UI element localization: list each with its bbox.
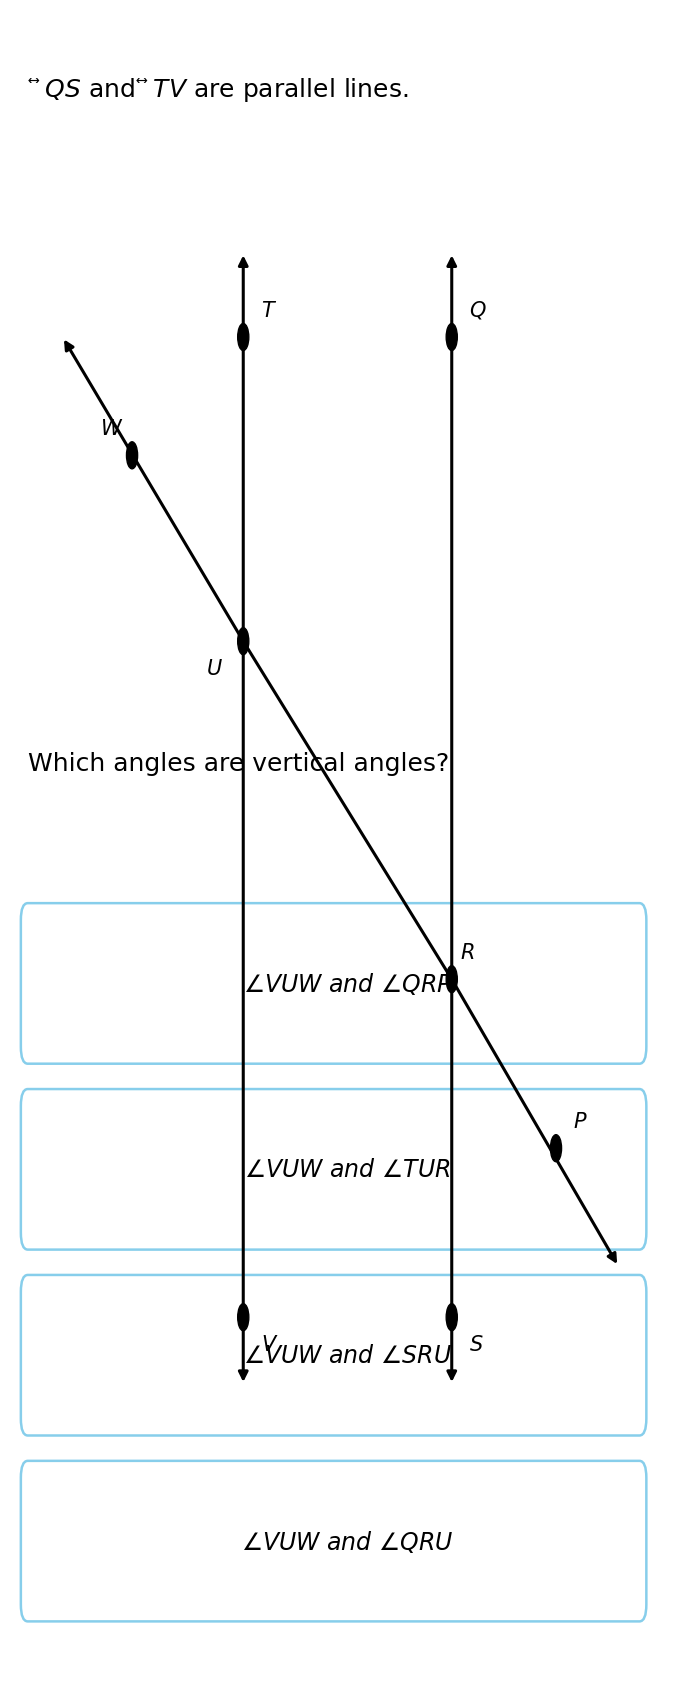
Text: $\angle VUW$ and $\angle QRP$: $\angle VUW$ and $\angle QRP$ — [243, 971, 452, 997]
Text: $V$: $V$ — [261, 1334, 278, 1355]
Circle shape — [126, 443, 138, 470]
Circle shape — [238, 1304, 249, 1331]
FancyBboxPatch shape — [21, 904, 646, 1064]
FancyBboxPatch shape — [21, 1461, 646, 1621]
Text: $W$: $W$ — [100, 419, 124, 439]
Circle shape — [550, 1135, 562, 1162]
Text: $\overleftrightarrow{QS}$ and $\overleftrightarrow{TV}$ are parallel lines.: $\overleftrightarrow{QS}$ and $\overleft… — [28, 76, 408, 105]
Text: $\angle VUW$ and $\angle SRU$: $\angle VUW$ and $\angle SRU$ — [243, 1343, 452, 1368]
FancyBboxPatch shape — [21, 1275, 646, 1436]
Text: $U$: $U$ — [206, 659, 222, 679]
Text: $S$: $S$ — [469, 1334, 484, 1355]
Circle shape — [446, 1304, 457, 1331]
Text: $Q$: $Q$ — [469, 299, 486, 321]
Circle shape — [446, 324, 457, 351]
Text: Which angles are vertical angles?: Which angles are vertical angles? — [28, 752, 449, 775]
Circle shape — [238, 628, 249, 655]
Text: $R$: $R$ — [460, 942, 475, 963]
FancyBboxPatch shape — [21, 1089, 646, 1250]
Text: $\angle VUW$ and $\angle TUR$: $\angle VUW$ and $\angle TUR$ — [244, 1157, 451, 1182]
Circle shape — [446, 966, 457, 993]
Text: $P$: $P$ — [573, 1111, 588, 1132]
Text: $T$: $T$ — [261, 301, 277, 321]
Circle shape — [238, 324, 249, 351]
Text: $\angle VUW$ and $\angle QRU$: $\angle VUW$ and $\angle QRU$ — [241, 1529, 454, 1554]
